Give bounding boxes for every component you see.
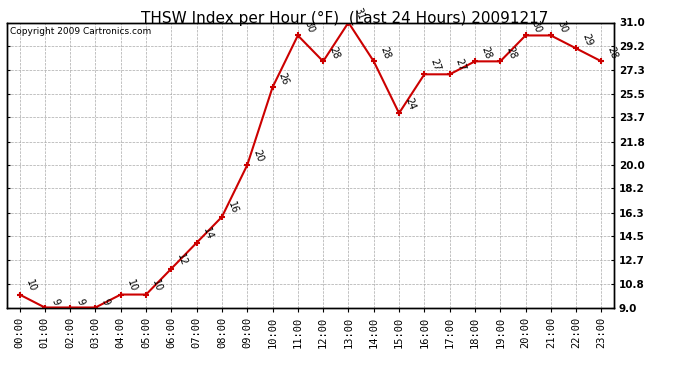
Text: Copyright 2009 Cartronics.com: Copyright 2009 Cartronics.com	[10, 27, 151, 36]
Text: 10: 10	[125, 278, 139, 293]
Text: 30: 30	[555, 19, 569, 34]
Text: 9: 9	[75, 297, 86, 306]
Text: 30: 30	[302, 19, 315, 34]
Text: 28: 28	[479, 45, 493, 60]
Text: 28: 28	[606, 45, 619, 60]
Text: 28: 28	[504, 45, 518, 60]
Text: 28: 28	[378, 45, 391, 60]
Text: 31: 31	[353, 6, 366, 21]
Text: 24: 24	[403, 97, 417, 112]
Text: 20: 20	[251, 148, 265, 164]
Text: 16: 16	[226, 201, 239, 215]
Text: 12: 12	[175, 252, 189, 267]
Text: 10: 10	[150, 278, 164, 293]
Text: 9: 9	[99, 297, 111, 306]
Text: 10: 10	[23, 278, 37, 293]
Text: 27: 27	[454, 58, 468, 73]
Text: 26: 26	[277, 71, 290, 86]
Text: 30: 30	[530, 19, 543, 34]
Text: 28: 28	[327, 45, 341, 60]
Text: 29: 29	[580, 32, 594, 47]
Text: 9: 9	[49, 297, 61, 306]
Text: 14: 14	[201, 226, 215, 242]
Text: 27: 27	[428, 58, 442, 73]
Text: THSW Index per Hour (°F)  (Last 24 Hours) 20091217: THSW Index per Hour (°F) (Last 24 Hours)…	[141, 11, 549, 26]
